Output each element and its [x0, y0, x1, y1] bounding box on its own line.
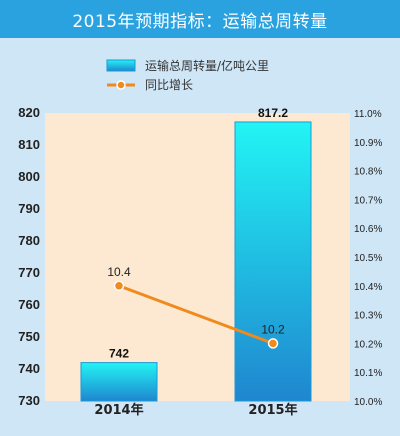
right-tick-label: 10.9% [354, 138, 382, 149]
left-tick-label: 820 [18, 105, 40, 120]
right-tick-label: 10.1% [354, 368, 382, 379]
chart-title: 2015年预期指标：运输总周转量 [0, 0, 400, 38]
left-tick-label: 780 [18, 233, 40, 248]
right-tick-label: 10.3% [354, 311, 382, 322]
category-label: 2014年 [94, 402, 143, 418]
left-tick-label: 740 [18, 361, 40, 376]
growth-line [118, 284, 274, 345]
left-tick-label: 750 [18, 329, 40, 344]
category-label: 2015年 [248, 402, 297, 418]
right-tick-label: 10.4% [354, 282, 382, 293]
legend-line-label: 同比增长 [145, 78, 193, 92]
right-tick-label: 10.5% [354, 253, 382, 264]
left-axis: 730 740 750 760 770 780 790 800 810 820 [18, 105, 40, 408]
left-tick-label: 790 [18, 201, 40, 216]
line-point [267, 338, 279, 349]
bar-series: 742 817.2 [80, 106, 312, 402]
line-point [113, 280, 125, 292]
left-tick-label: 800 [18, 169, 40, 184]
line-point-label: 10.2 [261, 322, 285, 336]
legend-bar-swatch [106, 59, 136, 72]
category-axis: 2014年 2015年 [94, 402, 297, 418]
left-tick-label: 810 [18, 137, 40, 152]
left-tick-label: 760 [18, 297, 40, 312]
right-tick-label: 11.0% [354, 109, 382, 120]
right-tick-label: 10.8% [354, 167, 382, 178]
line-point-label: 10.4 [107, 265, 131, 279]
left-tick-label: 730 [18, 393, 40, 408]
right-tick-label: 10.0% [354, 397, 382, 408]
right-axis: 10.0% 10.1% 10.2% 10.3% 10.4% 10.5% 10.6% 10.7%… [354, 109, 382, 408]
bar [234, 121, 312, 402]
right-tick-label: 10.7% [354, 195, 382, 206]
bar-value-label: 817.2 [258, 106, 288, 120]
bar [80, 362, 158, 402]
legend-bar-label: 运输总周转量/亿吨公里 [145, 58, 269, 73]
left-tick-label: 770 [18, 265, 40, 280]
bar-value-label: 742 [109, 347, 129, 361]
legend-line-marker [116, 80, 126, 90]
right-tick-label: 10.2% [354, 339, 382, 350]
line-series: 10.4 10.2 [107, 265, 285, 349]
right-tick-label: 10.6% [354, 224, 382, 235]
